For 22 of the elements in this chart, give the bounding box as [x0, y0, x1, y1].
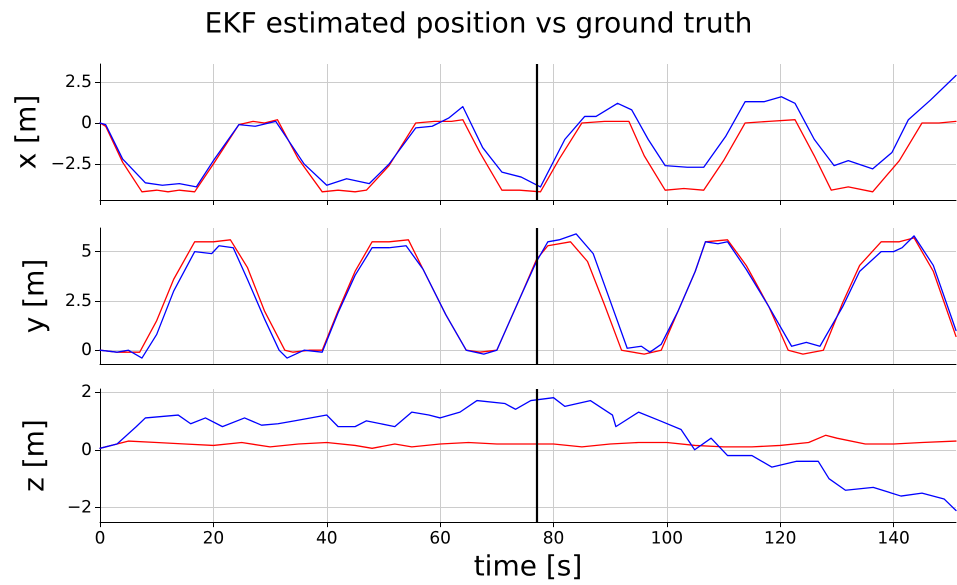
- y-tick-label: 2: [81, 382, 92, 402]
- x-tick-label: 40: [316, 528, 338, 549]
- chart-title: EKF estimated position vs ground truth: [204, 6, 752, 40]
- x-axis-title: time [s]: [474, 550, 582, 582]
- x-tick-label: 20: [202, 528, 224, 549]
- x-tick-label: 120: [764, 528, 796, 549]
- x-tick-label: 140: [877, 528, 910, 549]
- y-tick-label: 0: [81, 340, 92, 360]
- x-tick-label: 100: [650, 528, 684, 549]
- y-tick-label: 2.5: [64, 72, 92, 92]
- y-tick-label: 0: [81, 440, 92, 460]
- y-axis-title: x [m]: [9, 94, 42, 170]
- y-tick-label: 0: [81, 112, 92, 133]
- y-tick-label: −2.5: [50, 154, 92, 174]
- x-tick-label: 80: [542, 528, 564, 549]
- y-tick-label: 5: [81, 242, 92, 262]
- y-axis-title: y [m]: [18, 258, 50, 334]
- y-axis-title: z [m]: [18, 419, 50, 492]
- y-tick-label: −2: [66, 498, 92, 518]
- x-tick-label: 60: [429, 528, 451, 549]
- x-tick-label: 0: [94, 528, 106, 549]
- y-tick-label: 2.5: [64, 290, 92, 311]
